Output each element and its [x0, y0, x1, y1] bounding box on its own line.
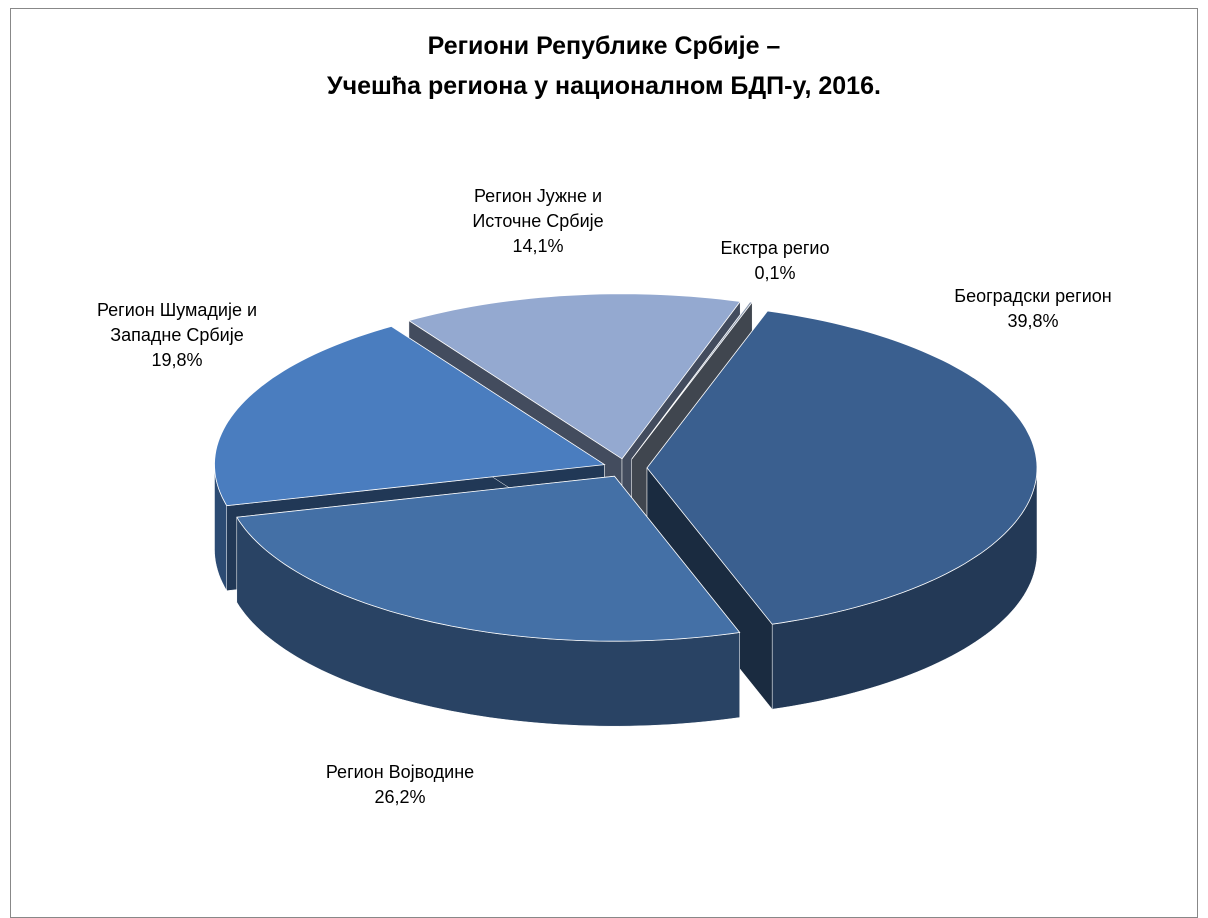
category-label: Регион Војводине — [325, 762, 475, 782]
slice — [214, 325, 606, 507]
slice-label: Регион Јужне и Источне Србије 14,1% — [456, 184, 621, 259]
slice — [631, 301, 753, 460]
slice-label: Екстра регио 0,1% — [695, 236, 855, 286]
slice-label: Регион Војводине 26,2% — [270, 760, 530, 810]
slice-label: Регион Шумадије и Западне Србије 19,8% — [77, 298, 277, 373]
value-label: 26,2% — [374, 787, 426, 807]
chart-subtitle: Учешћа региона у националном БДП-у, 2016… — [327, 72, 881, 100]
slice — [407, 293, 741, 460]
category-label: Регион Шумадије и Западне Србије — [96, 300, 258, 345]
value-label: 39,8% — [1007, 311, 1059, 331]
slice — [236, 475, 741, 642]
slice-label: Београдски регион 39,8% — [903, 284, 1163, 334]
category-label: Регион Јужне и Источне Србије — [472, 186, 604, 231]
value-label: 0,1% — [754, 263, 796, 283]
chart-title: Региони Републике Србије – — [427, 32, 781, 60]
category-label: Екстра регио — [720, 238, 830, 258]
value-label: 14,1% — [512, 236, 564, 256]
category-label: Београдски регион — [954, 286, 1112, 306]
value-label: 19,8% — [151, 350, 203, 370]
slice — [646, 310, 1038, 625]
